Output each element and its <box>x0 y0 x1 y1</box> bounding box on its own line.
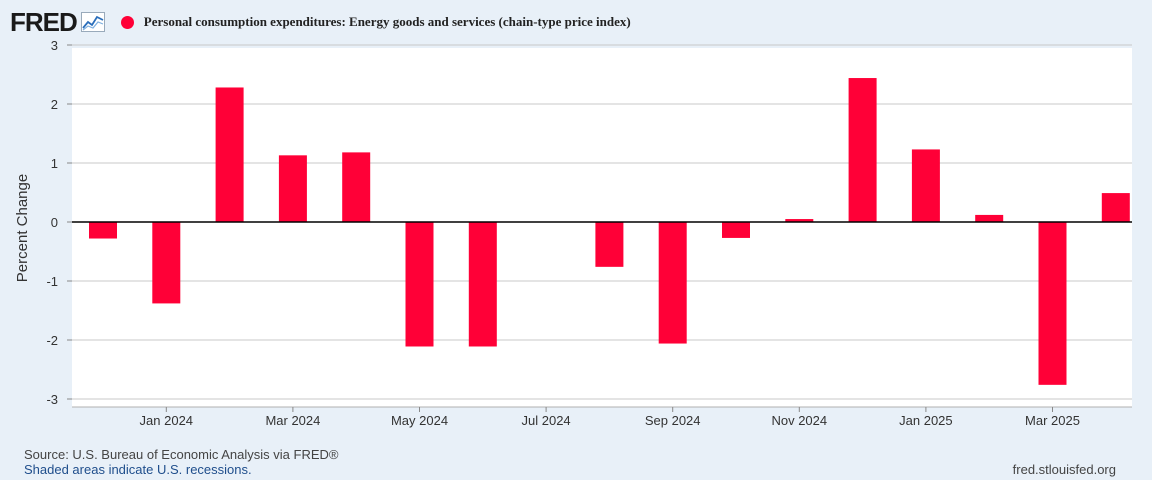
bar <box>278 155 307 222</box>
site-link[interactable]: fred.stlouisfed.org <box>1012 462 1116 477</box>
bar <box>152 222 181 304</box>
source-note: Source: U.S. Bureau of Economic Analysis… <box>24 447 339 462</box>
bar <box>595 222 624 267</box>
legend-label: Personal consumption expenditures: Energ… <box>143 14 631 29</box>
x-tick-label: Sep 2024 <box>645 413 701 428</box>
bar <box>1038 222 1067 385</box>
bar <box>785 219 814 222</box>
bar <box>89 222 117 239</box>
fred-logo[interactable]: FRED <box>10 6 78 37</box>
y-tick-label: -3 <box>46 392 58 407</box>
y-axis-ticks: 3 2 1 0 -1 -2 -3 <box>46 38 72 407</box>
x-tick-label: Jan 2024 <box>140 413 194 428</box>
bar <box>911 149 940 222</box>
recession-note[interactable]: Shaded areas indicate U.S. recessions. <box>24 462 252 477</box>
y-tick-label: -1 <box>46 274 58 289</box>
x-tick-label: Nov 2024 <box>771 413 827 428</box>
y-tick-label: 1 <box>51 156 58 171</box>
x-tick-label: Jul 2024 <box>522 413 571 428</box>
y-tick-label: 0 <box>51 215 58 230</box>
bar <box>658 222 687 344</box>
x-tick-label: Mar 2024 <box>265 413 320 428</box>
bar <box>975 214 1004 222</box>
bar <box>848 78 877 222</box>
bar <box>722 222 750 238</box>
legend-marker <box>120 15 134 29</box>
y-tick-label: 2 <box>51 97 58 112</box>
y-tick-label: 3 <box>51 38 58 53</box>
x-axis-ticks: Jan 2024 Mar 2024 May 2024 Jul 2024 Sep 2024… <box>72 406 1132 428</box>
bar <box>342 152 371 222</box>
x-tick-label: Mar 2025 <box>1025 413 1080 428</box>
bar <box>405 222 434 347</box>
y-axis-label: Percent Change <box>14 174 31 282</box>
bar <box>468 222 497 347</box>
grid-lines <box>72 44 1132 400</box>
trend-line-icon <box>80 12 105 32</box>
bars <box>89 78 1130 385</box>
chart-header: FRED Personal consumption expenditures: … <box>10 6 631 38</box>
bar-chart: 3 2 1 0 -1 -2 -3 Jan 2024 Mar 2024 May 2024 Jul 2… <box>14 38 1132 428</box>
x-tick-label: May 2024 <box>391 413 448 428</box>
bar <box>215 87 244 222</box>
y-tick-label: -2 <box>46 333 58 348</box>
bar <box>1101 193 1130 222</box>
x-tick-label: Jan 2025 <box>899 413 953 428</box>
